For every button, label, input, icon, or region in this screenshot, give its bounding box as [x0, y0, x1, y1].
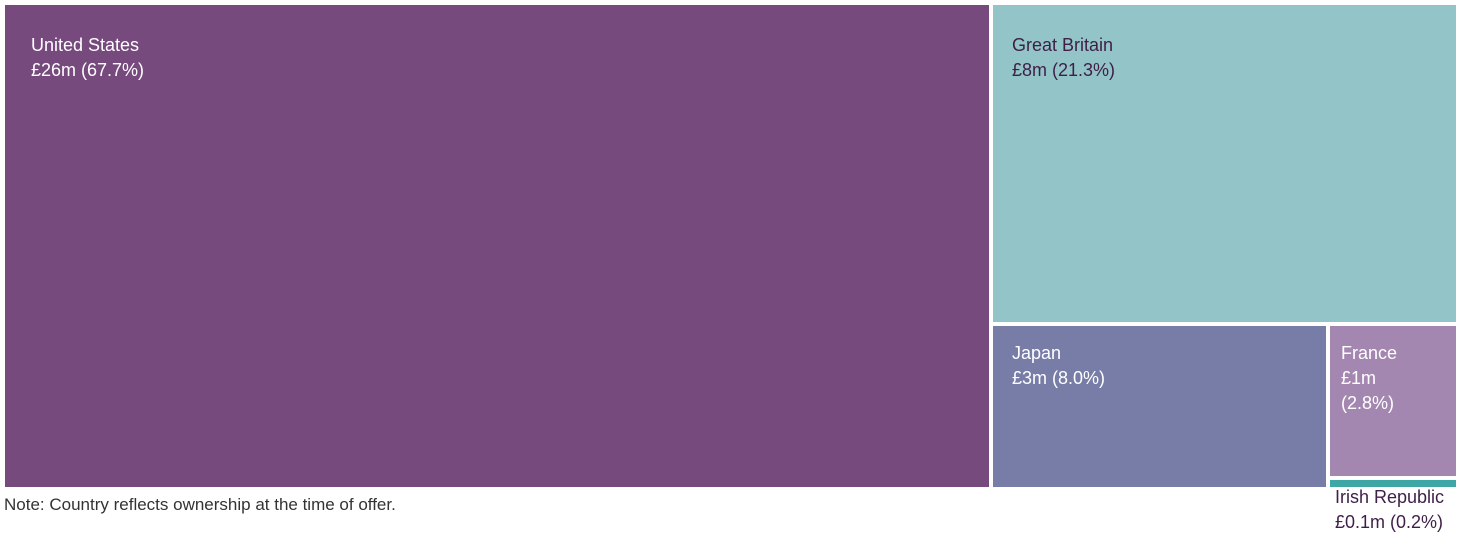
tile-value-irish-republic: £0.1m (0.2%) [1335, 512, 1443, 532]
tile-value-japan: £3m (8.0%) [1012, 368, 1105, 388]
tile-great-britain [993, 5, 1456, 322]
tile-label-united-states: United States [31, 35, 139, 55]
tile-label-japan: Japan [1012, 343, 1061, 363]
tile-label-irish-republic: Irish Republic [1335, 487, 1444, 507]
tile-value-france-1: £1m [1341, 368, 1376, 388]
chart-note: Note: Country reflects ownership at the … [4, 495, 396, 514]
tile-value-united-states: £26m (67.7%) [31, 60, 144, 80]
tile-value-great-britain: £8m (21.3%) [1012, 60, 1115, 80]
tile-japan [993, 326, 1326, 487]
tile-label-france: France [1341, 343, 1397, 363]
tile-france [1330, 326, 1456, 476]
tile-value-france-2: (2.8%) [1341, 393, 1394, 413]
tile-united-states [5, 5, 989, 487]
tile-label-great-britain: Great Britain [1012, 35, 1113, 55]
tile-irish-republic [1330, 480, 1456, 487]
